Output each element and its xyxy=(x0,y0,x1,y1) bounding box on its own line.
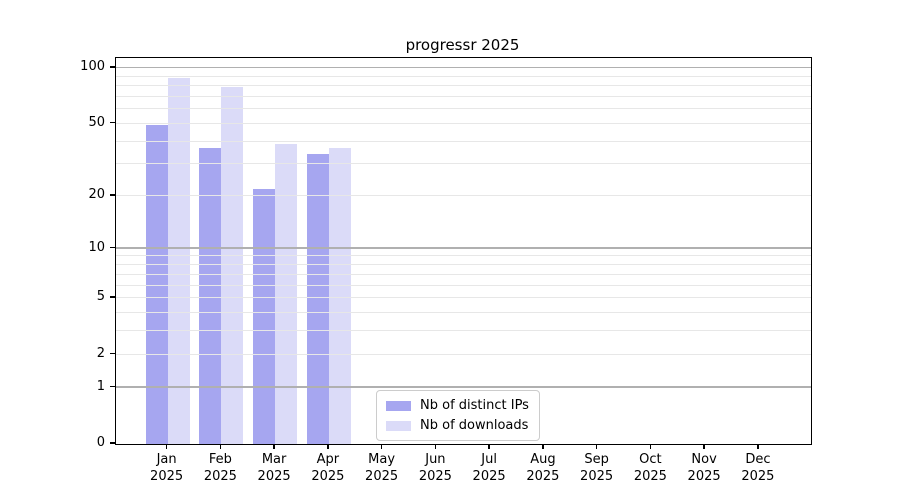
y-tick-mark-0 xyxy=(110,442,115,444)
x-tick-mark-jan xyxy=(165,444,168,450)
y-tick-mark-1 xyxy=(110,385,115,388)
y-tick-mark-20 xyxy=(110,194,115,196)
x-tick-label-jul: Jul 2025 xyxy=(472,452,506,484)
y-tick-mark-50 xyxy=(110,122,115,124)
x-tick-label-jan: Jan 2025 xyxy=(150,452,184,484)
gridline-minor-3 xyxy=(116,330,811,332)
bar-distinct-ips-feb xyxy=(199,147,222,444)
x-tick-label-jun: Jun 2025 xyxy=(418,452,452,484)
bar-downloads-feb xyxy=(221,87,244,444)
x-tick-label-mar: Mar 2025 xyxy=(257,452,291,484)
x-tick-mark-jun xyxy=(434,444,437,450)
x-tick-mark-jul xyxy=(488,444,490,450)
x-tick-label-feb: Feb 2025 xyxy=(203,452,237,484)
x-tick-mark-dec xyxy=(757,444,759,450)
x-tick-mark-feb xyxy=(219,444,222,450)
y-tick-label-0: 0 xyxy=(96,435,105,450)
x-tick-mark-may xyxy=(380,444,383,450)
x-tick-label-aug: Aug 2025 xyxy=(526,452,560,484)
plot-area: Nb of distinct IPs Nb of downloads xyxy=(115,57,812,445)
gridline-major-1 xyxy=(116,386,811,388)
bar-downloads-jan xyxy=(167,78,190,444)
y-tick-label-5: 5 xyxy=(96,289,105,304)
x-tick-label-nov: Nov 2025 xyxy=(687,452,721,484)
gridline-minor-9 xyxy=(116,255,811,257)
legend-label-distinct-ips: Nb of distinct IPs xyxy=(420,398,529,413)
y-tick-label-50: 50 xyxy=(88,114,105,130)
y-tick-mark-10 xyxy=(110,246,115,249)
y-tick-label-20: 20 xyxy=(88,187,105,202)
gridline-major-100 xyxy=(116,66,811,68)
x-tick-label-oct: Oct 2025 xyxy=(633,452,667,484)
gridline-minor-5 xyxy=(116,297,811,298)
gridline-minor-4 xyxy=(116,311,811,313)
gridline-minor-2 xyxy=(116,353,811,355)
gridline-minor-70 xyxy=(116,95,811,97)
gridline-minor-50 xyxy=(116,122,811,124)
legend-entry-distinct-ips: Nb of distinct IPs xyxy=(386,398,529,413)
y-tick-mark-2 xyxy=(110,352,115,355)
y-tick-mark-5 xyxy=(110,296,115,298)
bar-downloads-apr xyxy=(328,147,351,444)
x-tick-label-sep: Sep 2025 xyxy=(580,452,614,484)
gridline-minor-6 xyxy=(116,284,811,286)
bar-distinct-ips-apr xyxy=(306,154,329,444)
x-tick-mark-nov xyxy=(703,444,705,450)
gridline-minor-7 xyxy=(116,273,811,275)
gridline-minor-30 xyxy=(116,163,811,165)
x-tick-mark-sep xyxy=(595,444,598,450)
gridline-minor-80 xyxy=(116,85,811,86)
legend-entry-downloads: Nb of downloads xyxy=(386,418,529,433)
x-tick-label-apr: Apr 2025 xyxy=(311,452,345,484)
x-tick-label-dec: Dec 2025 xyxy=(741,452,775,484)
x-tick-mark-aug xyxy=(542,444,544,450)
gridline-minor-60 xyxy=(116,108,811,110)
bar-downloads-mar xyxy=(275,143,298,444)
chart-title: progressr 2025 xyxy=(405,36,520,54)
x-tick-mark-apr xyxy=(327,444,329,450)
gridline-minor-90 xyxy=(116,75,811,77)
y-tick-label-100: 100 xyxy=(80,59,105,74)
legend-swatch-distinct-ips xyxy=(386,400,411,411)
x-tick-mark-oct xyxy=(649,444,652,450)
legend-swatch-downloads xyxy=(386,420,411,431)
legend-label-downloads: Nb of downloads xyxy=(420,418,529,433)
gridline-minor-8 xyxy=(116,264,811,265)
y-tick-label-1: 1 xyxy=(96,378,105,394)
gridline-major-10 xyxy=(116,247,811,249)
y-tick-label-10: 10 xyxy=(88,239,105,255)
y-tick-label-2: 2 xyxy=(96,345,105,361)
bar-distinct-ips-mar xyxy=(253,188,276,444)
gridline-minor-40 xyxy=(116,140,811,142)
gridline-minor-20 xyxy=(116,195,811,196)
legend: Nb of distinct IPs Nb of downloads xyxy=(376,390,540,441)
x-tick-mark-mar xyxy=(273,444,275,450)
x-tick-label-may: May 2025 xyxy=(365,452,399,484)
y-tick-mark-100 xyxy=(110,66,115,68)
